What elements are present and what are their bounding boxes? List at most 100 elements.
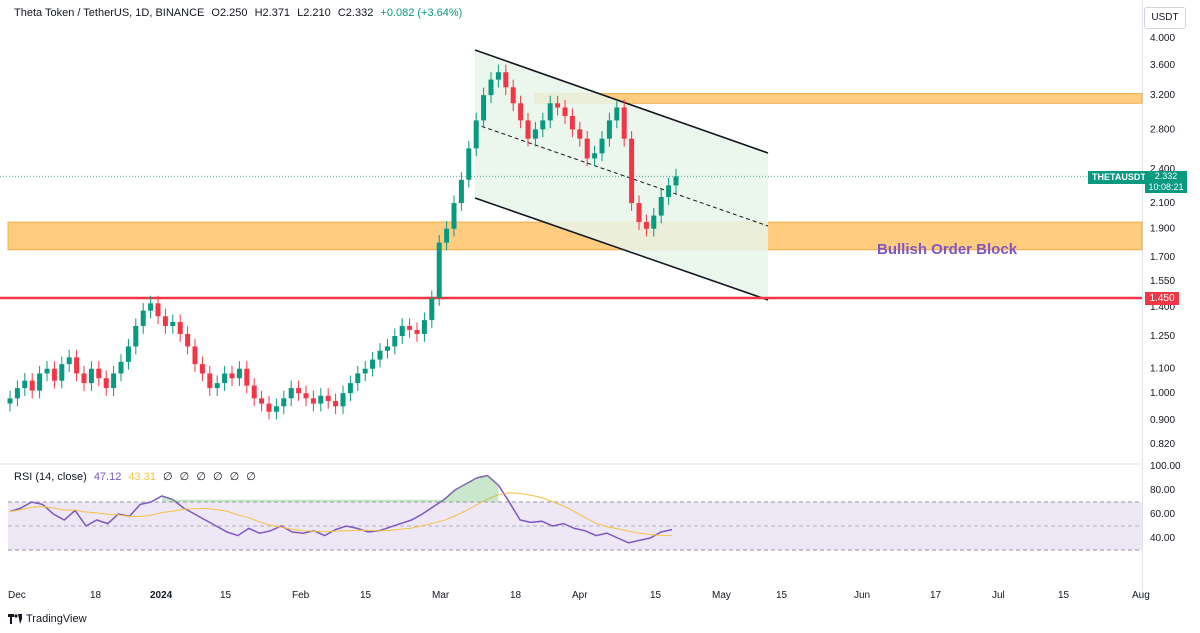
- symbol-title[interactable]: Theta Token / TetherUS, 1D, BINANCE: [14, 7, 205, 19]
- candle: [325, 395, 331, 401]
- candle: [421, 320, 427, 334]
- candle: [281, 398, 287, 407]
- candle: [44, 368, 50, 374]
- candle: [614, 107, 620, 121]
- candle: [599, 138, 605, 154]
- candle: [103, 378, 109, 389]
- tradingview-logo-icon: [8, 614, 22, 624]
- close-value: C2.332: [337, 7, 374, 19]
- candle: [444, 228, 450, 243]
- last-price-tag: 2.332 10:08:21: [1145, 171, 1187, 193]
- candle: [429, 297, 435, 321]
- candle: [673, 176, 679, 186]
- candle: [399, 325, 405, 336]
- time-tick-label: 15: [776, 590, 788, 601]
- rsi-tick-label: 60.00: [1150, 509, 1175, 520]
- low-value: L2.210: [297, 7, 331, 19]
- candle: [74, 357, 80, 374]
- candle: [436, 242, 442, 298]
- candle: [192, 346, 198, 365]
- change-value: +0.082 (+3.64%): [380, 7, 463, 19]
- order-block-upper: [534, 93, 1143, 104]
- candle: [14, 388, 20, 399]
- annotation-label[interactable]: Bullish Order Block: [877, 241, 1018, 258]
- candle: [229, 373, 235, 379]
- time-tick-label: Mar: [432, 590, 450, 601]
- price-tick-label: 3.200: [1150, 90, 1175, 101]
- candle: [666, 185, 672, 198]
- candle: [266, 403, 272, 412]
- time-tick-label: 15: [220, 590, 232, 601]
- candle: [303, 393, 309, 399]
- candle: [170, 322, 176, 326]
- candle: [288, 388, 294, 399]
- price-tick-label: 1.100: [1150, 364, 1175, 375]
- candle: [29, 380, 35, 391]
- candle: [495, 72, 501, 80]
- candle: [148, 303, 154, 311]
- chart-legend: Theta Token / TetherUS, 1D, BINANCE O2.2…: [14, 7, 466, 19]
- candle: [377, 350, 383, 360]
- candle: [296, 388, 302, 394]
- candle: [347, 383, 353, 394]
- rsi-tick-label: 40.00: [1150, 533, 1175, 544]
- ticker-tag: THETAUSDT: [1088, 171, 1150, 184]
- candle: [133, 325, 139, 347]
- candle: [577, 129, 583, 139]
- price-tick-label: 3.600: [1150, 60, 1175, 71]
- candle: [66, 357, 72, 365]
- candle: [555, 103, 561, 108]
- rsi-extra: ∅: [246, 471, 256, 483]
- time-tick-label: Aug: [1132, 590, 1150, 601]
- rsi-extra: ∅: [179, 471, 190, 483]
- price-tick-label: 2.800: [1150, 124, 1175, 135]
- candle: [532, 129, 538, 139]
- candle: [199, 364, 205, 374]
- time-tick-label: 2024: [150, 590, 173, 601]
- open-value: O2.250: [211, 7, 248, 19]
- rsi-extra: ∅: [163, 471, 173, 483]
- candle: [481, 95, 487, 121]
- candle: [59, 364, 65, 381]
- rsi-overbought-fill: [161, 475, 499, 502]
- candle: [214, 383, 220, 389]
- candle: [125, 346, 131, 362]
- candle: [414, 329, 420, 334]
- time-tick-label: Feb: [292, 590, 310, 601]
- rsi-tick-label: 100.00: [1150, 461, 1181, 472]
- price-tick-label: 1.000: [1150, 388, 1175, 399]
- candle: [473, 120, 479, 149]
- candle: [162, 316, 168, 326]
- time-tick-label: Jul: [992, 590, 1005, 601]
- candle: [333, 400, 339, 407]
- price-tick-label: 1.900: [1150, 224, 1175, 235]
- candle: [259, 398, 265, 404]
- rsi-legend: RSI (14, close) 47.12 43.31 ∅ ∅ ∅ ∅ ∅ ∅: [14, 470, 260, 483]
- candle: [540, 120, 546, 130]
- candle: [407, 325, 413, 330]
- candle: [503, 72, 509, 88]
- price-axis-border: [1142, 0, 1143, 600]
- candle: [658, 197, 664, 216]
- brand-name[interactable]: TradingView: [26, 613, 87, 625]
- price-tick-label: 1.550: [1150, 276, 1175, 287]
- time-tick-label: 18: [510, 590, 522, 601]
- price-tick-label: 1.250: [1150, 331, 1175, 342]
- time-tick-label: Dec: [8, 590, 26, 601]
- candle: [584, 138, 590, 159]
- support-level-tag: 1.450: [1145, 292, 1179, 305]
- candle: [384, 346, 390, 351]
- candle: [118, 361, 124, 374]
- rsi-extra: ∅: [212, 471, 223, 483]
- rsi-extra: ∅: [196, 471, 206, 483]
- candle: [37, 373, 43, 391]
- candle: [207, 373, 213, 389]
- price-tick-label: 1.700: [1150, 252, 1175, 263]
- channel-lower-line: [474, 197, 769, 301]
- currency-selector[interactable]: USDT: [1144, 7, 1186, 29]
- channel-upper-line: [474, 49, 769, 154]
- rsi-title[interactable]: RSI (14, close): [14, 471, 87, 483]
- candle: [111, 373, 117, 389]
- candle: [155, 303, 161, 317]
